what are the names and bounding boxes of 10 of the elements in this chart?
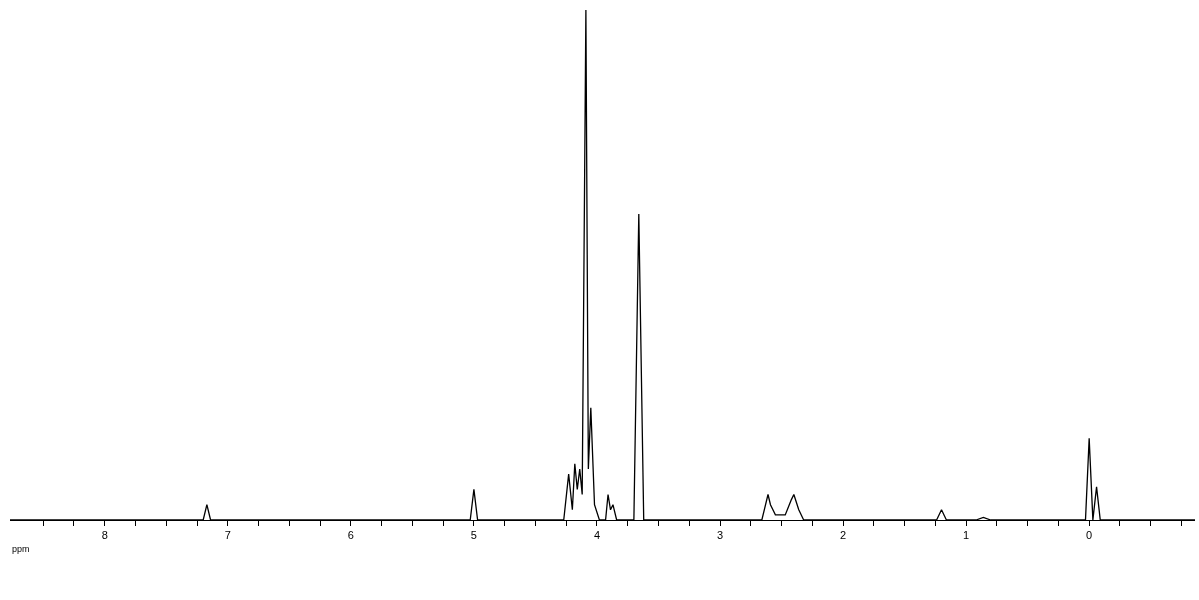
x-tick-label: 7 <box>224 529 231 542</box>
x-tick-label: 0 <box>1086 529 1093 542</box>
x-tick-label: 1 <box>963 529 970 542</box>
x-tick-label: 4 <box>593 529 601 542</box>
x-tick-label: 2 <box>840 529 847 542</box>
x-tick-label: 3 <box>716 529 724 542</box>
x-tick-label: 6 <box>347 529 354 542</box>
x-tick-label: 5 <box>470 529 477 542</box>
x-tick-label: 8 <box>101 529 108 542</box>
x-axis-title: ppm <box>12 544 30 554</box>
